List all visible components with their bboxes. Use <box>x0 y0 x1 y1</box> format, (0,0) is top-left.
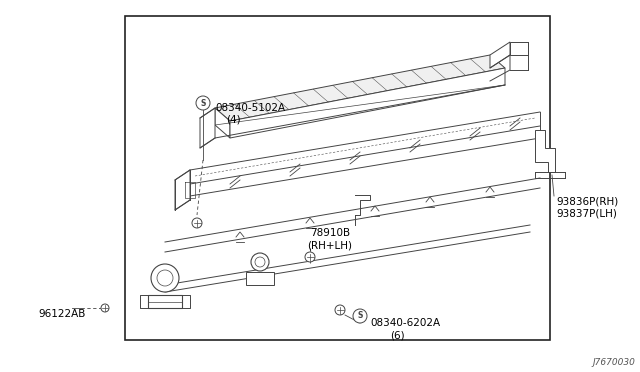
Text: 78910B: 78910B <box>310 228 350 238</box>
Circle shape <box>192 218 202 228</box>
Polygon shape <box>175 170 190 210</box>
Circle shape <box>151 264 179 292</box>
Circle shape <box>157 270 173 286</box>
Circle shape <box>251 253 269 271</box>
Polygon shape <box>200 108 215 148</box>
Text: S: S <box>357 311 363 321</box>
Polygon shape <box>215 108 230 138</box>
Polygon shape <box>490 42 510 68</box>
Polygon shape <box>535 130 555 172</box>
Text: (RH+LH): (RH+LH) <box>307 240 352 250</box>
Circle shape <box>255 257 265 267</box>
Text: J7670030: J7670030 <box>592 358 635 367</box>
Circle shape <box>353 309 367 323</box>
Polygon shape <box>230 68 505 138</box>
Polygon shape <box>215 55 505 121</box>
Polygon shape <box>246 272 274 285</box>
Text: 08340-5102A: 08340-5102A <box>215 103 285 113</box>
Polygon shape <box>510 42 528 55</box>
Text: 96122AB: 96122AB <box>38 309 85 319</box>
Circle shape <box>101 304 109 312</box>
Text: 08340-6202A: 08340-6202A <box>370 318 440 328</box>
Text: (6): (6) <box>390 330 404 340</box>
Bar <box>125 16 550 340</box>
Text: S: S <box>200 99 205 108</box>
Text: 93836P(RH): 93836P(RH) <box>556 196 618 206</box>
Circle shape <box>335 305 345 315</box>
Circle shape <box>196 96 210 110</box>
Text: 93837P(LH): 93837P(LH) <box>556 208 617 218</box>
Polygon shape <box>148 295 182 308</box>
Text: (4): (4) <box>226 115 241 125</box>
Circle shape <box>305 252 315 262</box>
